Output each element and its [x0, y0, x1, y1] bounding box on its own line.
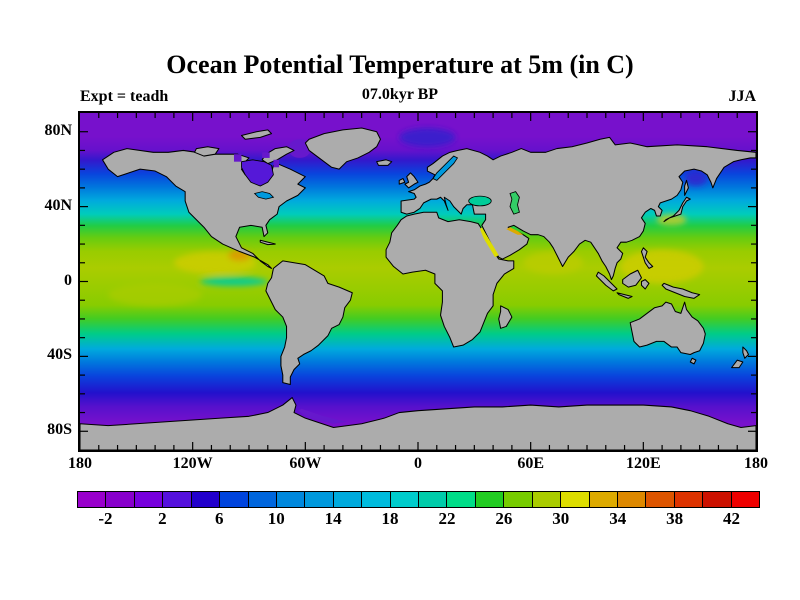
colorbar-label-34: 34 — [609, 509, 627, 528]
lon-label-60E: 60E — [517, 455, 544, 472]
colorbar-cell — [730, 491, 761, 508]
colorbar-cell — [190, 491, 221, 508]
sea-ice-cell — [262, 152, 270, 158]
island-sakhalin — [684, 179, 689, 196]
colorbar-cell — [105, 491, 135, 508]
colorbar-label-10: 10 — [267, 509, 285, 528]
axis-ticks — [80, 113, 756, 450]
inland-seas — [233, 152, 524, 258]
lon-label-0: 0 — [414, 455, 422, 472]
great-lakes — [253, 191, 275, 200]
lat-label-40S: 40S — [47, 346, 72, 364]
island-great-britain — [404, 172, 419, 189]
continent-south-america — [265, 260, 353, 385]
island-cuba — [259, 239, 276, 246]
hudson-bay — [241, 159, 274, 187]
colorbar-cell — [361, 491, 391, 508]
lon-label-120E: 120E — [625, 455, 661, 472]
colorbar-label-14: 14 — [324, 509, 342, 528]
colorbar-cell — [474, 491, 505, 508]
weddell-sea-cold-patch — [297, 408, 347, 424]
colorbar-label-26: 26 — [495, 509, 513, 528]
colorbar-label-2: 2 — [158, 509, 167, 528]
lat-label-40N: 40N — [44, 196, 72, 214]
lon-label-60W: 60W — [289, 455, 322, 472]
island-ireland — [398, 178, 406, 185]
colorbar-cell — [702, 491, 732, 508]
continent-africa — [385, 211, 515, 348]
baltic-sea — [432, 155, 459, 181]
continent-antarctica — [80, 397, 756, 450]
colorbar-label-42: 42 — [723, 509, 741, 528]
colorbar-label-18: 18 — [381, 509, 399, 528]
colorbar-cell — [275, 491, 306, 508]
colorbar-cell — [617, 491, 647, 508]
continent-australia — [629, 301, 706, 356]
experiment-label: Expt = teadh — [80, 88, 169, 105]
colorbar-cell — [446, 491, 476, 508]
islands-philippines — [640, 247, 654, 269]
colorbar — [77, 491, 761, 508]
continent-eurasia — [400, 136, 756, 281]
red-sea — [479, 227, 499, 258]
lon-label-180: 180 — [68, 455, 92, 472]
plot-subtitle: 07.0kyr BP — [361, 86, 439, 103]
colorbar-label-38: 38 — [666, 509, 684, 528]
colorbar-cell — [332, 491, 363, 508]
lat-label-80N: 80N — [44, 121, 72, 139]
island-new-guinea — [661, 282, 701, 299]
island-new-zealand-south — [731, 359, 744, 369]
lat-label-0: 0 — [64, 271, 72, 289]
colorbar-cell — [304, 491, 334, 508]
caspian-sea — [509, 191, 520, 215]
colorbar-cell — [673, 491, 704, 508]
island-sulawesi — [640, 279, 650, 290]
colorbar-cell — [219, 491, 249, 508]
colorbar-cell — [418, 491, 448, 508]
lon-label-180: 180 — [744, 455, 768, 472]
island-iceland — [376, 159, 393, 166]
island-java — [616, 292, 633, 299]
island-borneo — [622, 269, 642, 288]
lat-label-80S: 80S — [47, 421, 72, 439]
island-ellesmere — [240, 129, 273, 140]
colorbar-cell — [560, 491, 590, 508]
colorbar-cell — [503, 491, 533, 508]
colorbar-cell — [389, 491, 420, 508]
plot-title: Ocean Potential Temperature at 5m (in C) — [166, 50, 634, 79]
sst-anomaly-patches — [108, 127, 708, 306]
black-sea — [468, 195, 492, 207]
island-japan — [663, 196, 691, 223]
colorbar-cell — [531, 491, 562, 508]
sea-ice-cell — [273, 159, 280, 168]
island-sumatra — [595, 271, 618, 292]
colorbar-label-22: 22 — [438, 509, 456, 528]
colorbar-label-30: 30 — [552, 509, 570, 528]
colorbar-cell — [247, 491, 277, 508]
colorbar-cell — [588, 491, 619, 508]
island-madagascar — [498, 305, 513, 329]
island-greenland — [304, 127, 381, 170]
persian-gulf — [506, 227, 524, 235]
island-new-zealand-north — [742, 346, 750, 359]
sea-ice-cell — [233, 154, 242, 162]
map-plot-area — [78, 111, 758, 452]
colorbar-cell — [133, 491, 164, 508]
world-temperature-map — [80, 113, 756, 450]
lon-label-120W: 120W — [172, 455, 213, 472]
colorbar-cell — [162, 491, 192, 508]
colorbar-label--2: -2 — [98, 509, 113, 528]
island-victoria — [194, 146, 220, 157]
colorbar-label-6: 6 — [215, 509, 224, 528]
colorbar-cell — [645, 491, 675, 508]
colorbar-cell — [77, 491, 107, 508]
island-tasmania — [689, 357, 697, 365]
season-label: JJA — [728, 88, 756, 105]
